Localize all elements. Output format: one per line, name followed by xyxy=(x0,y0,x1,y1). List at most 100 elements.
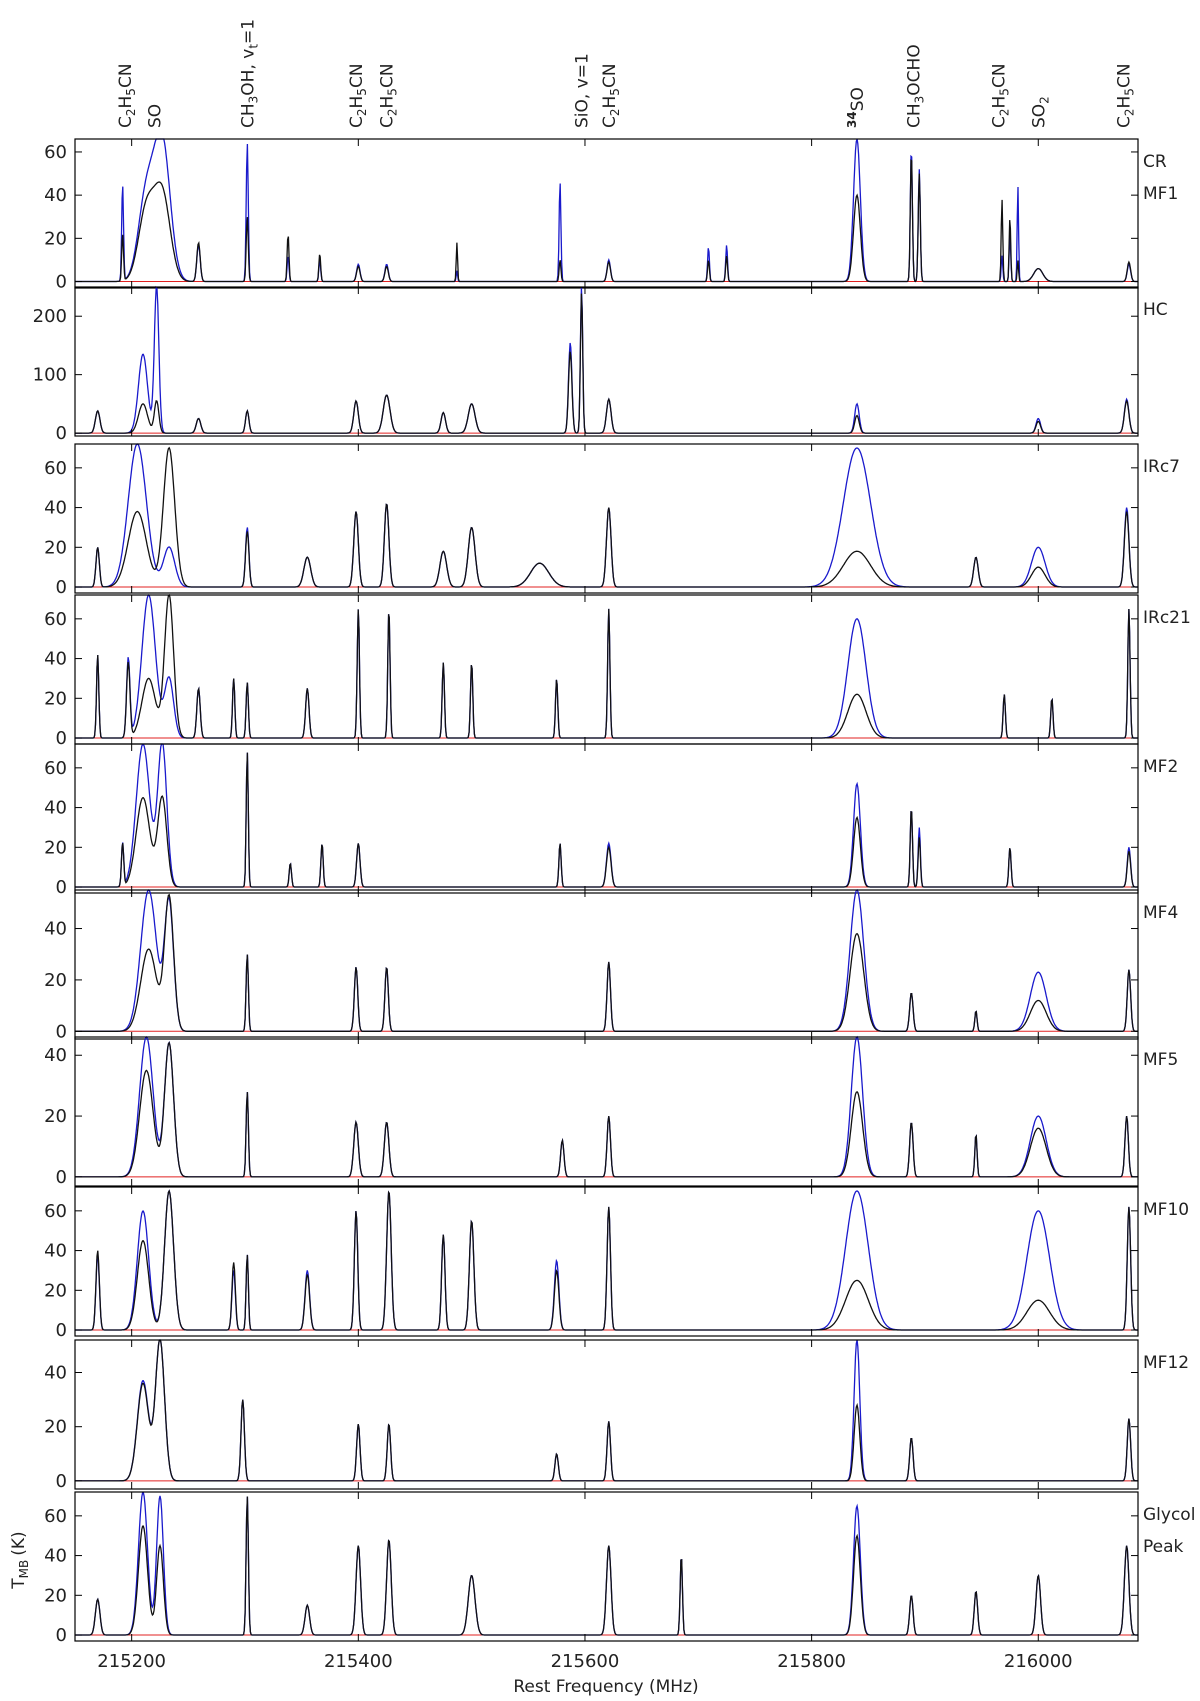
line-identification-labels: C2H5CN SO CH3OH, vt=1 C2H5CN C2H5CN SiO, v=1 C… xyxy=(116,19,1136,128)
spectrum-panel: 0 20 40 MF4 xyxy=(44,889,1178,1042)
panel-frame xyxy=(74,1491,1139,1642)
y-tick-label: 0 xyxy=(56,423,67,444)
y-tick-label: 20 xyxy=(44,1417,67,1438)
y-tick-label: 0 xyxy=(56,1625,67,1646)
spectrum-black xyxy=(75,593,1138,739)
panel-label: IRc21 xyxy=(1143,608,1191,628)
y-tick-label: 20 xyxy=(44,970,67,991)
line-id-label: SiO, v=1 xyxy=(573,53,593,128)
spectrum-black xyxy=(75,893,1138,1032)
x-tick-label: 216000 xyxy=(1004,1651,1073,1672)
y-tick-label: 60 xyxy=(44,758,67,779)
x-tick-label: 215400 xyxy=(324,1651,393,1672)
y-tick-label: 40 xyxy=(44,1363,67,1384)
y-tick-label: 40 xyxy=(44,919,67,940)
y-axis-label: TMB (K) xyxy=(9,1531,31,1589)
spectrum-panel: 0 20 40 60 IRc21 xyxy=(44,593,1191,749)
spectrum-panel: 0 20 40 MF12 xyxy=(44,1339,1189,1492)
x-axis-label: Rest Frequency (MHz) xyxy=(513,1677,698,1697)
panel-label: Peak xyxy=(1143,1537,1184,1557)
spectrum-black xyxy=(75,159,1138,283)
line-id-label: SO2 xyxy=(1029,96,1051,128)
y-tick-label: 40 xyxy=(44,649,67,670)
y-tick-label: 20 xyxy=(44,1106,67,1127)
y-tick-label: 40 xyxy=(44,1546,67,1567)
panel-label: MF5 xyxy=(1143,1050,1178,1070)
y-tick-label: 20 xyxy=(44,537,67,558)
spectrum-black xyxy=(75,1189,1138,1331)
y-axis-label-unit: (K) xyxy=(9,1531,29,1555)
spectrum-panel: 0 20 40 MF5 xyxy=(44,1035,1178,1188)
panel-label: CR xyxy=(1143,152,1167,172)
y-tick-label: 40 xyxy=(44,185,67,206)
spectrum-panel: 0 20 40 60 MF2 xyxy=(44,743,1178,898)
y-tick-label: 20 xyxy=(44,688,67,709)
spectrum-black xyxy=(75,446,1138,588)
y-tick-label: 20 xyxy=(44,228,67,249)
y-tick-label: 100 xyxy=(33,365,67,386)
x-tick-label: 215800 xyxy=(777,1651,846,1672)
spectrum-black xyxy=(75,1339,1138,1482)
y-tick-label: 0 xyxy=(56,728,67,749)
panel-frame xyxy=(74,1186,1139,1337)
spectrum-black xyxy=(75,1041,1138,1178)
y-tick-label: 40 xyxy=(44,1045,67,1066)
line-id-label: 34SO xyxy=(845,87,868,128)
line-id-label: C2H5CN xyxy=(378,63,400,128)
x-tick-label: 215200 xyxy=(97,1651,166,1672)
y-tick-label: 40 xyxy=(44,498,67,519)
panel-frame xyxy=(74,138,1139,289)
spectrum-panel: 0 20 40 60 MF10 xyxy=(44,1186,1189,1341)
y-axis-label-main: T xyxy=(9,1578,29,1590)
panel-label: MF10 xyxy=(1143,1200,1189,1220)
panel-frame xyxy=(74,1036,1139,1187)
spectrum-panel: 0 100 200 HC xyxy=(33,285,1168,444)
y-tick-label: 200 xyxy=(33,306,67,327)
y-tick-label: 60 xyxy=(44,142,67,163)
y-tick-label: 0 xyxy=(56,1021,67,1042)
panel-frame xyxy=(74,889,1139,1040)
y-tick-label: 20 xyxy=(44,1280,67,1301)
y-tick-label: 60 xyxy=(44,609,67,630)
spectrum-panel: 0 20 40 60 CR MF1 xyxy=(44,138,1178,293)
y-tick-label: 0 xyxy=(56,1471,67,1492)
x-tick-label: 215600 xyxy=(551,1651,620,1672)
panel-label: IRc7 xyxy=(1143,457,1180,477)
panel-label: HC xyxy=(1143,300,1168,320)
y-tick-label: 60 xyxy=(44,458,67,479)
panel-label: MF2 xyxy=(1143,757,1178,777)
y-tick-label: 0 xyxy=(56,877,67,898)
panel-frame xyxy=(74,286,1139,437)
panel-label: MF12 xyxy=(1143,1353,1189,1373)
y-tick-label: 20 xyxy=(44,1585,67,1606)
line-id-label: CH3OCHO xyxy=(905,44,927,128)
y-tick-label: 0 xyxy=(56,1320,67,1341)
y-tick-label: 40 xyxy=(44,1241,67,1262)
line-id-label: CH3OH, vt=1 xyxy=(238,19,260,128)
y-tick-label: 40 xyxy=(44,798,67,819)
spectrum-blue xyxy=(75,443,1138,588)
y-tick-label: 20 xyxy=(44,837,67,858)
spectrum-black xyxy=(75,1496,1138,1636)
y-axis-label-sub: MB xyxy=(17,1560,31,1579)
y-tick-label: 60 xyxy=(44,1506,67,1527)
svg-text:TMB(K): TMB (K) xyxy=(9,1531,31,1589)
spectrum-blue xyxy=(75,138,1138,283)
panel-label: MF1 xyxy=(1143,184,1178,204)
line-id-label: C2H5CN xyxy=(990,63,1012,128)
line-id-label: C2H5CN xyxy=(347,63,369,128)
panel-label: MF4 xyxy=(1143,903,1178,923)
x-axis: 215200 215400 215600 215800 216000 xyxy=(97,1651,1072,1672)
y-tick-label: 0 xyxy=(56,577,67,598)
y-tick-label: 0 xyxy=(56,1167,67,1188)
panel-frame xyxy=(74,743,1139,894)
spectrum-panel: 0 20 40 60 IRc7 xyxy=(44,443,1180,598)
line-id-label: C2H5CN xyxy=(116,63,138,128)
line-id-label: C2H5CN xyxy=(600,63,622,128)
panel-frame xyxy=(74,1339,1139,1490)
panel-label: Glycol xyxy=(1143,1505,1195,1525)
panel-frame xyxy=(74,443,1139,594)
spectrum-black xyxy=(75,293,1138,434)
